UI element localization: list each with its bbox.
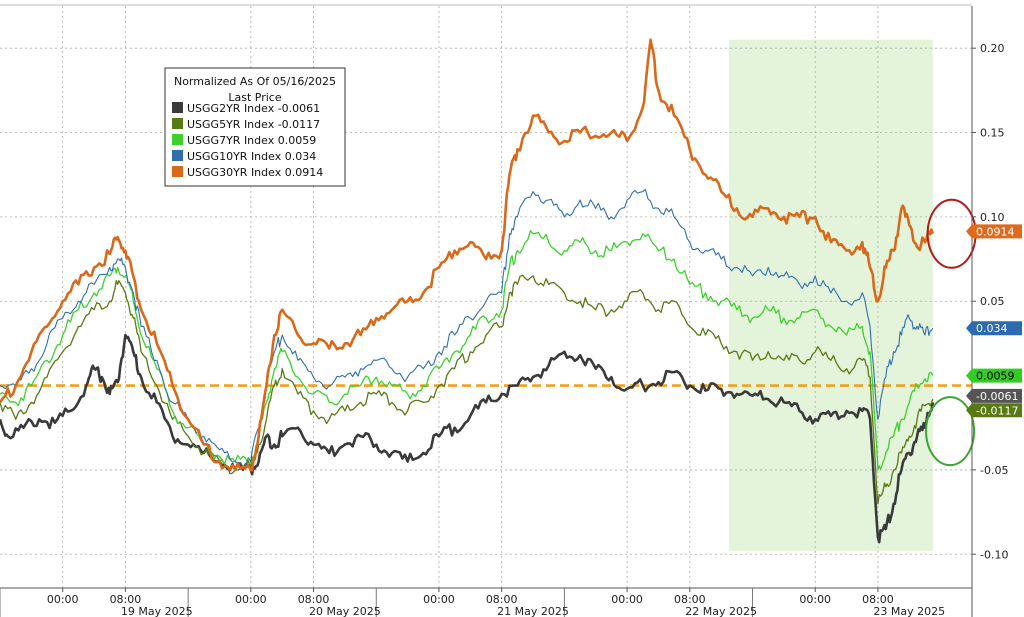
value-tag-usgg5yr	[966, 403, 1022, 418]
x-day-label-2: 21 May 2025	[497, 605, 569, 617]
legend-header-line2: Last Price	[228, 91, 281, 104]
legend-label-usgg10yr: USGG10YR Index 0.034	[187, 150, 316, 163]
legend-label-usgg7yr: USGG7YR Index 0.0059	[187, 134, 316, 147]
x-day-label-1: 20 May 2025	[309, 605, 381, 617]
y-tick-label-5: -0.10	[980, 548, 1008, 561]
shaded-region	[729, 39, 933, 551]
legend-label-usgg30yr: USGG30YR Index 0.0914	[187, 166, 323, 179]
value-tag-label-usgg5yr: -0.0117	[976, 404, 1018, 417]
series-line-usgg2yr	[0, 333, 935, 544]
x-day-label-4: 23 May 2025	[873, 605, 945, 617]
series-line-usgg10yr	[0, 188, 934, 469]
y-tick-label-3: 0.05	[980, 295, 1005, 308]
legend-swatch-usgg2yr	[172, 102, 183, 113]
legend: Normalized As Of 05/16/2025 Last Price U…	[164, 67, 346, 187]
x-day-label-0: 19 May 2025	[121, 605, 193, 617]
legend-swatch-usgg7yr	[172, 134, 183, 145]
x-tick-label-4: 00:00	[423, 593, 455, 606]
y-tick-label-2: 0.10	[980, 211, 1005, 224]
legend-swatch-usgg10yr	[172, 150, 183, 161]
x-tick-label-7: 08:00	[674, 593, 706, 606]
legend-label-usgg5yr: USGG5YR Index -0.0117	[187, 118, 320, 131]
value-tag-label-usgg7yr: 0.0059	[976, 370, 1015, 383]
value-tag-usgg30yr	[966, 224, 1022, 239]
value-tag-label-usgg10yr: 0.034	[976, 322, 1008, 335]
x-tick-label-8: 00:00	[799, 593, 831, 606]
series-line-usgg7yr	[0, 230, 934, 471]
value-tag-label-usgg2yr: -0.0061	[976, 390, 1018, 403]
value-tag-usgg7yr	[966, 368, 1022, 383]
y-tick-label-4: -0.05	[980, 464, 1008, 477]
value-tag-label-usgg30yr: 0.0914	[976, 225, 1015, 238]
x-day-label-3: 22 May 2025	[685, 605, 757, 617]
x-tick-label-2: 00:00	[235, 593, 267, 606]
legend-swatch-usgg5yr	[172, 118, 183, 129]
x-tick-label-5: 08:00	[486, 593, 518, 606]
x-tick-label-3: 08:00	[298, 593, 330, 606]
value-tag-usgg2yr	[966, 388, 1022, 403]
y-tick-label-1: 0.15	[980, 127, 1005, 140]
legend-swatch-usgg30yr	[172, 166, 183, 177]
series-line-usgg30yr	[0, 38, 935, 472]
legend-box	[164, 67, 346, 187]
x-tick-label-1: 08:00	[110, 593, 142, 606]
y-tick-label-0: 0.20	[980, 42, 1005, 55]
x-tick-label-6: 00:00	[611, 593, 643, 606]
series-line-usgg5yr	[0, 274, 934, 505]
x-tick-label-0: 00:00	[47, 593, 79, 606]
value-tag-usgg10yr	[966, 321, 1022, 336]
legend-header-line1: Normalized As Of 05/16/2025	[174, 75, 336, 88]
legend-label-usgg2yr: USGG2YR Index -0.0061	[187, 102, 320, 115]
highlight-circle-1	[925, 396, 976, 467]
x-tick-label-9: 08:00	[862, 593, 894, 606]
